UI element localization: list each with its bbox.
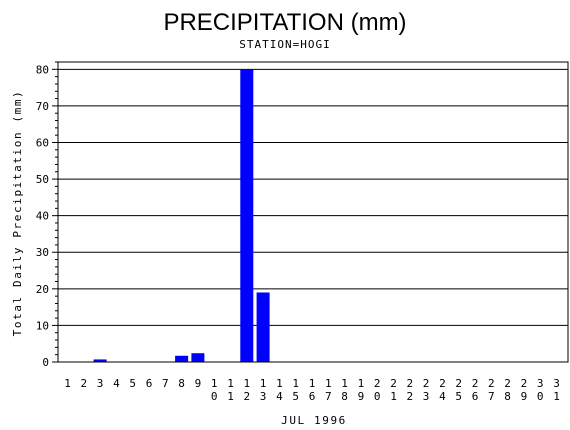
y-tick-label: 70 (36, 100, 49, 113)
x-ticks: 1 2 3 4 5 6 7 8 9 1 01 11 21 31 41 51 61 71 81 92 02 12 22 32 42… (64, 377, 560, 403)
x-tick-label: 2 (80, 377, 87, 390)
x-tick-label: 8 (178, 377, 185, 390)
chart-subtitle: STATION=HOGI (239, 38, 330, 51)
chart-title: PRECIPITATION (mm) (163, 9, 406, 36)
y-tick-label: 20 (36, 283, 49, 296)
bar-day-8 (175, 355, 189, 362)
x-axis-label: JUL 1996 (281, 414, 347, 427)
bar-day-12 (240, 69, 254, 362)
x-tick-label: 3 (97, 377, 104, 390)
plot-frame (57, 61, 569, 363)
x-tick-label: 9 (195, 377, 202, 390)
y-tick-label: 30 (36, 246, 49, 259)
y-ticks: 0 10 20 30 40 50 60 70 80 (36, 61, 58, 369)
bar-day-13 (256, 292, 270, 362)
x-tick-label: 4 (113, 377, 120, 390)
y-tick-label: 40 (36, 210, 49, 223)
y-tick-label: 0 (42, 356, 49, 369)
x-tick-label: 6 (146, 377, 153, 390)
x-tick-label: 1 (64, 377, 71, 390)
x-tick-label: 7 (162, 377, 169, 390)
y-tick-label: 50 (36, 173, 49, 186)
y-tick-label: 60 (36, 136, 49, 149)
y-axis-label: Total Daily Precipitation (mm) (11, 90, 24, 337)
gridlines (58, 68, 568, 326)
bars (93, 69, 270, 362)
bar-day-3 (93, 359, 107, 362)
x-tick-label: 5 (129, 377, 136, 390)
y-tick-label: 80 (36, 63, 49, 76)
y-tick-label: 10 (36, 319, 49, 332)
bar-day-9 (191, 353, 205, 362)
